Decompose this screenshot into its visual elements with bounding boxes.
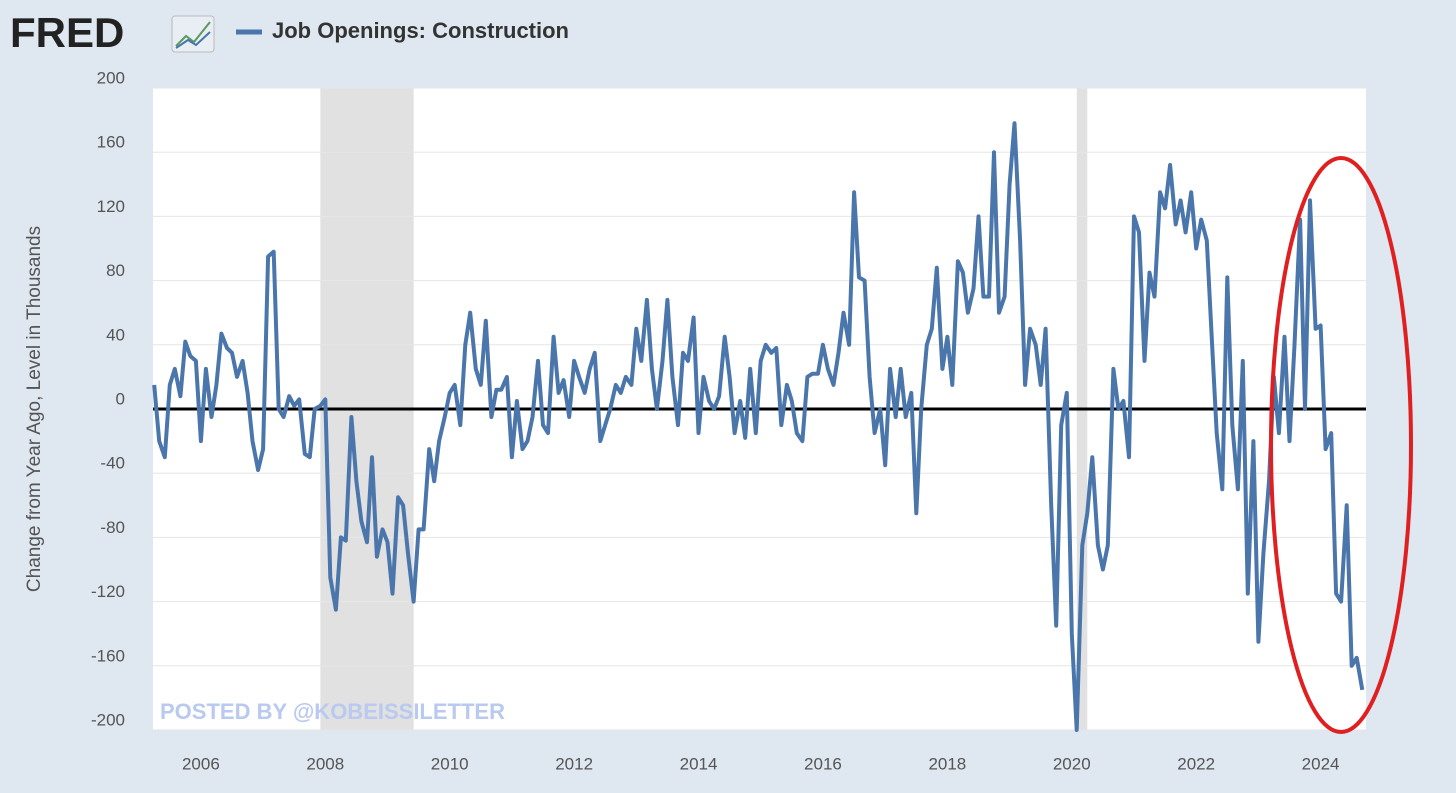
- y-tick-label: -40: [100, 454, 125, 473]
- x-tick-label: 2008: [306, 754, 344, 773]
- x-tick-label: 2016: [804, 754, 842, 773]
- brand-logo: FRED: [10, 9, 124, 56]
- x-tick-label: 2012: [555, 754, 593, 773]
- data-layer: [152, 121, 1366, 732]
- highlight-ellipse: [1269, 156, 1413, 734]
- y-tick-label: 160: [97, 133, 125, 152]
- x-tick-label: 2010: [431, 754, 469, 773]
- x-tick-label: 2024: [1302, 754, 1340, 773]
- y-tick-label: -80: [100, 518, 125, 537]
- y-tick-label: 120: [97, 197, 125, 216]
- y-tick-label: 80: [106, 261, 125, 280]
- legend-label: Job Openings: Construction: [272, 18, 569, 43]
- x-tick-label: 2020: [1053, 754, 1091, 773]
- y-tick-label: 200: [97, 68, 125, 87]
- y-tick-label: -120: [91, 582, 125, 601]
- x-tick-label: 2022: [1177, 754, 1215, 773]
- x-tick-label: 2018: [928, 754, 966, 773]
- y-tick-label: 40: [106, 325, 125, 344]
- data-line: [152, 121, 1365, 732]
- watermark: POSTED BY @KOBEISSILETTER: [160, 699, 505, 724]
- x-tick-label: 2014: [680, 754, 718, 773]
- x-tick-label: 2006: [182, 754, 220, 773]
- y-axis-label: Change from Year Ago, Level in Thousands: [24, 226, 45, 592]
- logo-icon: [171, 15, 215, 53]
- y-tick-label: -160: [91, 646, 125, 665]
- y-tick-label: 0: [116, 389, 125, 408]
- y-tick-label: -200: [91, 710, 125, 729]
